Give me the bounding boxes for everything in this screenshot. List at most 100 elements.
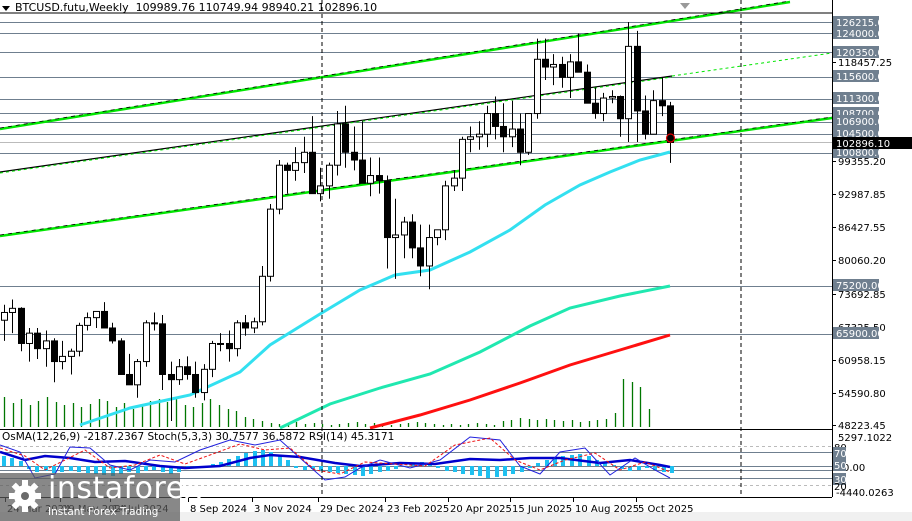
- candle-bull: [367, 175, 374, 184]
- osma-bar: [411, 464, 415, 466]
- level-tag-label: 126215.00: [836, 18, 890, 29]
- osma-bar: [136, 466, 140, 473]
- osma-bar: [19, 461, 23, 466]
- dropdown-triangle-icon[interactable]: [2, 5, 10, 11]
- candle-bull: [276, 164, 283, 210]
- candle-bear: [492, 113, 499, 127]
- logo-wordmark: instaforex: [48, 471, 203, 506]
- candle-bear: [109, 327, 116, 342]
- level-tag: [833, 16, 879, 28]
- stoch-main-line: [0, 436, 671, 481]
- indicator-level-label: 50: [834, 461, 847, 472]
- level-tag: [833, 27, 879, 39]
- price-tick-label: 92987.85: [838, 190, 886, 201]
- symbol-label: BTCUSD.futu,Weekly: [15, 1, 129, 14]
- osma-bar: [177, 466, 181, 472]
- trendline-middle-dash: [0, 76, 673, 174]
- volume-bars: [3, 379, 651, 427]
- level-tag-label: 124000.00: [836, 29, 890, 40]
- candle-bull: [217, 342, 224, 345]
- candle-bear: [309, 151, 316, 195]
- level-tag: [833, 70, 879, 82]
- indicator-max-label: 5297.1022: [838, 433, 892, 444]
- osma-bar: [520, 466, 524, 472]
- candle-bear: [642, 110, 649, 135]
- current-price-label: 102896.10: [836, 139, 890, 150]
- osma-bar: [152, 466, 156, 470]
- candle-bear: [500, 125, 507, 138]
- level-tag-label: 100800.00: [836, 148, 890, 159]
- osma-bar: [2, 456, 6, 466]
- indicator-zero-label: 0.00: [843, 463, 865, 474]
- osma-bar: [511, 466, 515, 474]
- candle-bull: [600, 97, 607, 115]
- osma-bar: [278, 456, 282, 466]
- candle-bear: [342, 123, 349, 153]
- stoch-signal-line: [0, 437, 671, 475]
- osma-bar: [35, 466, 39, 472]
- osma-bar: [394, 466, 398, 469]
- osma-bar: [378, 466, 382, 472]
- instaforex-logo: instaforex Instant Forex Trading: [0, 471, 202, 521]
- chart-header[interactable]: BTCUSD.futu,Weekly 109989.76 110749.94 9…: [2, 1, 377, 14]
- level-tag-label: 120350.00: [836, 48, 890, 59]
- osma-bar: [536, 463, 540, 466]
- candle-bull: [426, 237, 433, 267]
- candle-bull: [534, 58, 541, 115]
- candle-bear: [118, 340, 125, 375]
- osma-bar: [470, 466, 474, 475]
- ma-fast-line: [79, 150, 671, 427]
- osma-bar: [436, 466, 440, 468]
- candle-bull: [525, 113, 532, 153]
- level-tag-label: 75200.00: [836, 281, 884, 292]
- osma-bar: [486, 466, 490, 478]
- rsi-line: [0, 450, 671, 470]
- osma-bar: [261, 450, 265, 466]
- osma-bar: [620, 466, 624, 469]
- candle-bull: [251, 321, 258, 329]
- level-tag-label: 65900.00: [836, 329, 884, 340]
- candle-bear: [126, 373, 133, 386]
- candle-bull: [609, 95, 616, 99]
- candle-bull: [1, 311, 8, 321]
- candle-bear: [226, 342, 233, 350]
- osma-bar: [44, 466, 48, 471]
- candle-bull: [292, 162, 299, 171]
- osma-bar: [453, 466, 457, 472]
- osma-bar: [161, 466, 165, 472]
- osma-bar: [495, 466, 499, 477]
- osma-bar: [219, 462, 223, 466]
- osma-bar: [127, 466, 131, 472]
- osma-bar: [328, 466, 332, 472]
- indicator-level-tag: [833, 473, 846, 485]
- osma-bar: [645, 466, 649, 468]
- osma-bar: [86, 466, 90, 473]
- candle-bear: [517, 128, 524, 153]
- osma-bar: [670, 466, 674, 473]
- candle-bull: [234, 322, 241, 350]
- osma-bar: [612, 465, 616, 466]
- candle-bear: [575, 61, 582, 73]
- osma-bar: [286, 460, 290, 466]
- gear-logo-icon: [9, 480, 41, 512]
- osma-bar: [344, 466, 348, 474]
- candle-bear: [284, 164, 291, 171]
- candle-bull: [625, 45, 632, 120]
- osma-bar: [144, 466, 148, 471]
- time-label: 10 Aug 2025: [575, 504, 639, 515]
- level-tag-label: 111300.00: [836, 94, 890, 105]
- candle-bull: [317, 185, 324, 195]
- candle-bear: [542, 58, 549, 68]
- candle-bull: [392, 234, 399, 239]
- candle-bull: [301, 151, 308, 164]
- price-tick-label: 54590.80: [838, 389, 886, 400]
- osma-bar: [478, 466, 482, 476]
- time-label: 8 Sep 2024: [190, 504, 247, 515]
- candle-bull: [59, 355, 66, 363]
- level-tag: [833, 115, 879, 127]
- trendline-middle-extension: [671, 52, 833, 77]
- osma-bar: [69, 466, 73, 471]
- candle-bull: [334, 123, 341, 166]
- osma-bar: [637, 466, 641, 470]
